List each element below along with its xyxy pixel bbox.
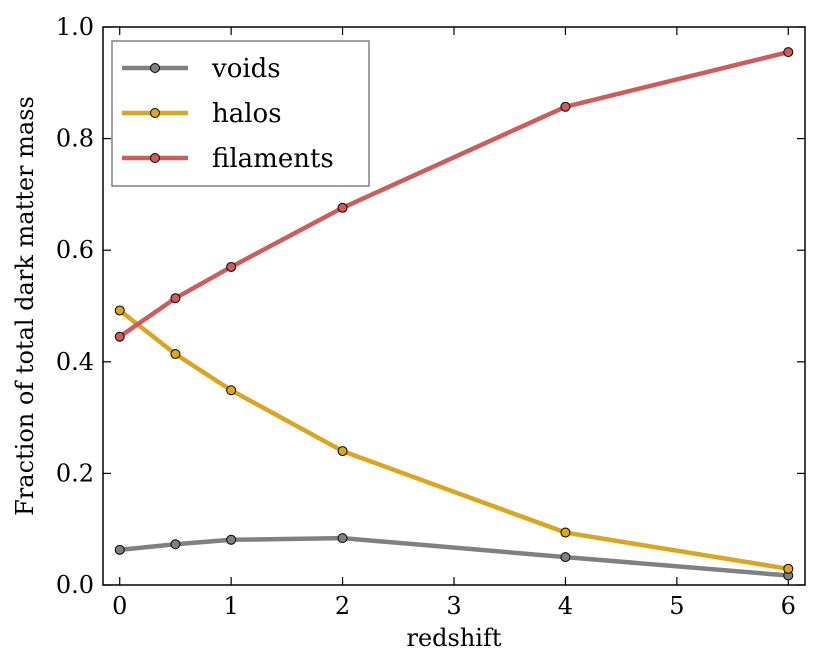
legend-marker [150,108,160,118]
legend-label: filaments [212,144,334,174]
legend-marker [150,153,160,163]
series-voids [114,533,794,581]
data-point-filaments [114,331,125,342]
data-point-filaments [560,101,571,112]
x-tick-label: 3 [446,592,461,620]
data-point-halos [114,305,125,316]
y-tick-label: 0.2 [56,459,94,487]
x-tick-label: 0 [112,592,127,620]
y-tick-label: 0.0 [56,571,94,599]
data-point-filaments [337,202,348,213]
data-point-voids [337,533,348,544]
data-point-voids [560,552,571,563]
series-line-halos [117,308,791,572]
x-tick-label: 6 [781,592,796,620]
series-line-voids [117,535,791,578]
y-axis-label: Fraction of total dark matter mass [11,96,39,516]
y-tick-label: 0.8 [56,125,94,153]
legend-item-voids: voids [122,54,281,84]
data-point-voids [114,544,125,555]
series-filaments [114,47,794,342]
ticks-layer: 0 1 2 3 4 5 6 0.0 0.2 0.4 0.6 0.8 1.0 [56,13,805,620]
series-halos [114,305,794,574]
legend-item-filaments: filaments [122,144,334,174]
data-point-halos [170,348,181,359]
legend-item-halos: halos [122,99,282,129]
data-point-filaments [170,293,181,304]
legend-label: halos [212,99,282,129]
y-tick-label: 0.4 [56,348,94,376]
data-point-halos [337,446,348,457]
y-tick-label: 1.0 [56,13,94,41]
data-point-voids [170,539,181,550]
data-point-halos [560,527,571,538]
legend-marker [150,63,160,73]
y-tick-label: 0.6 [56,236,94,264]
series-layer [114,47,794,581]
x-tick-label: 2 [335,592,350,620]
data-point-filaments [783,47,794,58]
x-tick-label: 5 [669,592,684,620]
data-point-halos [226,385,237,396]
x-tick-label: 1 [224,592,239,620]
plot-frame [102,26,806,586]
x-axis-label: redshift [406,624,501,652]
x-tick-label: 4 [558,592,573,620]
data-point-voids [226,534,237,545]
legend: voids halos filaments [111,40,370,187]
legend-label: voids [211,54,281,84]
series-line-filaments [117,49,791,339]
data-point-halos [783,563,794,574]
data-point-filaments [226,261,237,272]
